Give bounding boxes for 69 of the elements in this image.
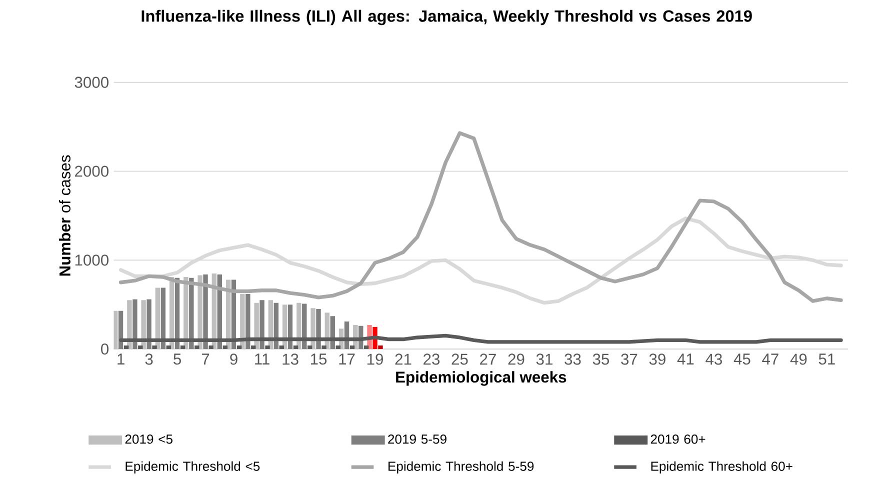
bar xyxy=(316,309,321,349)
bar xyxy=(265,345,270,349)
legend-label: Epidemic Threshold 60+ xyxy=(651,461,792,474)
x-tick-label: 31 xyxy=(536,354,552,365)
x-tick-label: 5 xyxy=(174,354,181,365)
x-tick-label: 41 xyxy=(677,354,694,364)
bar xyxy=(152,345,157,349)
bar xyxy=(127,300,132,349)
x-tick-label: 27 xyxy=(480,354,496,365)
legend-label: 2019 5-59 xyxy=(388,434,446,444)
x-tick-label: 33 xyxy=(564,354,581,365)
x-tick-label: 15 xyxy=(310,354,327,365)
bar xyxy=(322,345,326,349)
y-tick-label: 2000 xyxy=(75,166,109,177)
x-tick-label: 1 xyxy=(118,354,124,364)
chart-title: Influenza-like Illness (ILI) All ages: Jamaica, Weekly Threshold vs Cases 2019 xyxy=(142,10,752,26)
x-tick-label: 25 xyxy=(452,354,468,365)
bar xyxy=(246,294,250,349)
y-tick-label: 3000 xyxy=(74,76,109,88)
x-tick-label: 35 xyxy=(592,354,610,365)
x-axis-title: Epidemiological weeks xyxy=(396,371,566,386)
x-tick-label: 37 xyxy=(621,354,638,365)
bar xyxy=(236,345,242,349)
x-tick-label: 17 xyxy=(339,354,355,364)
legend-label: 2019 60+ xyxy=(650,434,706,444)
x-tick-label: 23 xyxy=(424,354,440,365)
bar xyxy=(222,345,228,349)
bar xyxy=(336,345,340,349)
x-tick-label: 47 xyxy=(762,354,778,364)
bar xyxy=(293,345,298,349)
x-tick-label: 49 xyxy=(790,354,807,365)
bar xyxy=(296,302,302,349)
x-tick-label: 21 xyxy=(395,354,412,365)
bar xyxy=(146,299,152,349)
x-tick-label: 9 xyxy=(230,354,238,365)
bar xyxy=(180,345,186,349)
bar xyxy=(240,294,245,349)
bar xyxy=(208,345,214,349)
bar xyxy=(350,345,355,349)
bar xyxy=(166,345,172,349)
y-tick-label: 1000 xyxy=(75,254,109,266)
bar xyxy=(138,345,143,349)
x-tick-label: 45 xyxy=(734,354,750,365)
x-tick-label: 3 xyxy=(145,354,153,365)
bar xyxy=(260,300,264,349)
x-tick-label: 29 xyxy=(508,354,524,365)
bar xyxy=(308,345,312,349)
legend-label: 2019 <5 xyxy=(125,434,172,444)
legend-label: Epidemic Threshold 5-59 xyxy=(388,461,534,474)
y-tick-label: 0 xyxy=(101,343,109,355)
bar xyxy=(310,308,316,349)
bar xyxy=(254,302,259,349)
bar xyxy=(378,345,383,349)
bar xyxy=(124,345,129,349)
x-tick-label: 13 xyxy=(282,354,298,365)
y-axis-title: Number of cases xyxy=(58,155,70,276)
x-tick-label: 51 xyxy=(818,354,835,365)
x-tick-label: 19 xyxy=(367,354,383,365)
x-tick-label: 43 xyxy=(706,354,722,365)
bar xyxy=(160,288,166,349)
x-tick-label: 11 xyxy=(255,354,270,364)
bar xyxy=(194,345,200,349)
bar xyxy=(364,345,369,349)
x-tick-label: 39 xyxy=(649,354,666,365)
x-tick-label: 7 xyxy=(202,354,210,364)
bar xyxy=(279,345,284,349)
legend-label: Epidemic Threshold <5 xyxy=(126,461,260,474)
bar xyxy=(251,345,256,349)
bar xyxy=(189,278,194,349)
